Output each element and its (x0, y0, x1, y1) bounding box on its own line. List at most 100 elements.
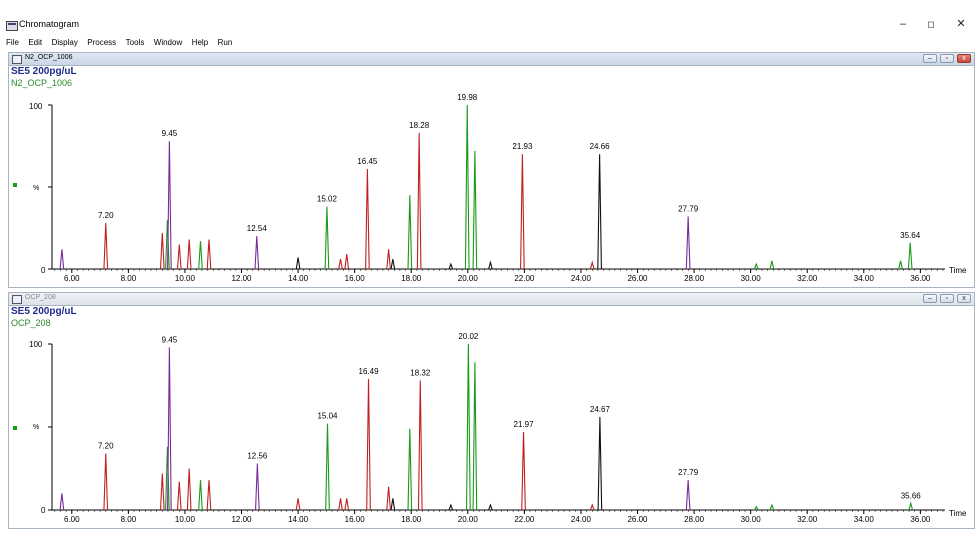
chromatogram-peak (908, 501, 914, 511)
chromatogram-peak (165, 219, 170, 270)
y-label-zero: 0 (41, 506, 46, 515)
peak-label: 12.54 (247, 224, 268, 233)
peak-label: 21.97 (514, 420, 535, 429)
chromatogram-peak (159, 232, 165, 270)
chromatogram-window-1[interactable]: N2_OCP_1006 – ▫ x SE5 200pg/uL N2_OCP_10… (8, 52, 975, 288)
child-minimize-button[interactable]: – (923, 54, 937, 63)
chromatogram-peak (448, 262, 454, 270)
peak-label: 16.49 (359, 367, 380, 376)
chromatogram-peak (59, 249, 65, 270)
app-titlebar: Chromatogram – ◻ ✕ (0, 0, 976, 32)
chromatogram-peak (464, 104, 470, 270)
restore-button[interactable]: ◻ (927, 19, 935, 29)
menu-window[interactable]: Window (153, 38, 183, 47)
child-titlebar[interactable]: OCP_208 – ▫ x (9, 293, 974, 306)
y-label-percent: % (33, 185, 39, 192)
data-file-name: OCP_208 (11, 318, 51, 328)
chromatogram-peak (390, 259, 396, 270)
peak-label: 35.64 (900, 231, 921, 240)
minimize-button[interactable]: – (899, 18, 907, 30)
x-tick-label: 36.00 (910, 274, 931, 283)
child-close-button[interactable]: x (957, 294, 971, 303)
x-axis-label: Time (949, 266, 967, 275)
x-tick-label: 20.00 (458, 515, 479, 524)
menu-process[interactable]: Process (87, 38, 117, 47)
menu-display[interactable]: Display (51, 38, 78, 47)
chromatogram-peak (338, 498, 343, 511)
x-tick-label: 6.00 (64, 515, 80, 524)
menu-help[interactable]: Help (191, 38, 209, 47)
chromatogram-plot[interactable]: 100 % 0 Time 6.00 8.00 10.00 12.00 14.00 16.0… (9, 53, 974, 287)
chromatogram-peak (167, 347, 172, 511)
child-restore-button[interactable]: ▫ (940, 294, 954, 303)
peak-label: 9.45 (162, 129, 178, 138)
chromatogram-peak (769, 503, 775, 511)
peak-label: 20.02 (458, 332, 479, 341)
app-title: Chromatogram (19, 19, 80, 29)
chromatogram-peak (472, 150, 478, 270)
x-tick-label: 28.00 (684, 515, 705, 524)
chromatogram-peak (407, 428, 413, 511)
y-label-zero: 0 (41, 266, 46, 275)
chromatogram-peak (521, 431, 526, 511)
chromatogram-peak (390, 498, 396, 511)
chromatogram-peak (206, 480, 212, 511)
child-window-title: N2_OCP_1006 (25, 54, 73, 61)
chromatogram-peak (488, 503, 493, 511)
peak-label: 19.98 (457, 93, 478, 102)
chromatogram-doc-icon (12, 55, 22, 64)
chromatogram-peak (176, 481, 182, 511)
child-titlebar[interactable]: N2_OCP_1006 – ▫ x (9, 53, 974, 66)
menu-tools[interactable]: Tools (125, 38, 145, 47)
chromatogram-plot[interactable]: 100 % 0 Time 6.00 8.00 10.00 12.00 14.00 16.0… (9, 293, 974, 528)
child-close-button[interactable]: x (957, 54, 971, 63)
chromatogram-peak (186, 239, 192, 270)
chromatogram-peak (386, 249, 391, 270)
x-tick-label: 22.00 (514, 274, 535, 283)
x-tick-label: 16.00 (345, 515, 366, 524)
data-file-name: N2_OCP_1006 (11, 78, 73, 88)
x-tick-label: 14.00 (288, 274, 309, 283)
chromatogram-peak (344, 254, 350, 270)
peak-label: 9.45 (162, 335, 178, 344)
x-tick-label: 34.00 (854, 274, 875, 283)
x-tick-label: 10.00 (175, 515, 196, 524)
y-label-100: 100 (29, 340, 43, 349)
peak-label: 7.20 (98, 442, 114, 451)
chromatogram-peak (386, 486, 391, 511)
menu-run[interactable]: Run (217, 38, 233, 47)
y-label-percent: % (33, 424, 39, 431)
close-button[interactable]: ✕ (956, 18, 966, 30)
x-tick-label: 16.00 (345, 274, 366, 283)
chromatogram-doc-icon (12, 295, 22, 304)
x-tick-label: 30.00 (741, 274, 762, 283)
chromatogram-peak (597, 417, 603, 511)
child-minimize-button[interactable]: – (923, 294, 937, 303)
peak-label: 12.56 (247, 452, 268, 461)
chromatogram-peak (295, 257, 301, 270)
chromatogram-peak (255, 463, 260, 511)
chromatogram-peak (466, 343, 471, 511)
chromatogram-peak (753, 262, 759, 270)
menu-file[interactable]: File (6, 38, 19, 47)
peak-label: 35.66 (901, 491, 922, 500)
chromatogram-window-2[interactable]: OCP_208 – ▫ x SE5 200pg/uL OCP_208 100 %… (8, 292, 975, 529)
chromatogram-peak (685, 480, 691, 511)
chromatogram-peak (167, 141, 172, 270)
chromatogram-peak (206, 239, 212, 270)
chromatogram-app-icon (6, 21, 18, 31)
chromatogram-peak (416, 132, 422, 270)
chromatogram-peak (589, 260, 595, 270)
x-tick-label: 26.00 (627, 274, 648, 283)
child-restore-button[interactable]: ▫ (940, 54, 954, 63)
chromatogram-peak (898, 260, 903, 270)
peak-label: 21.93 (512, 142, 533, 151)
child-window-title: OCP_208 (25, 294, 56, 301)
menu-edit[interactable]: Edit (28, 38, 43, 47)
chromatogram-peak (165, 446, 170, 511)
chromatogram-peak (338, 259, 343, 270)
peak-label: 15.04 (317, 412, 338, 421)
chromatogram-peak (448, 503, 454, 511)
chromatogram-peak (324, 206, 330, 270)
x-tick-label: 34.00 (854, 515, 875, 524)
